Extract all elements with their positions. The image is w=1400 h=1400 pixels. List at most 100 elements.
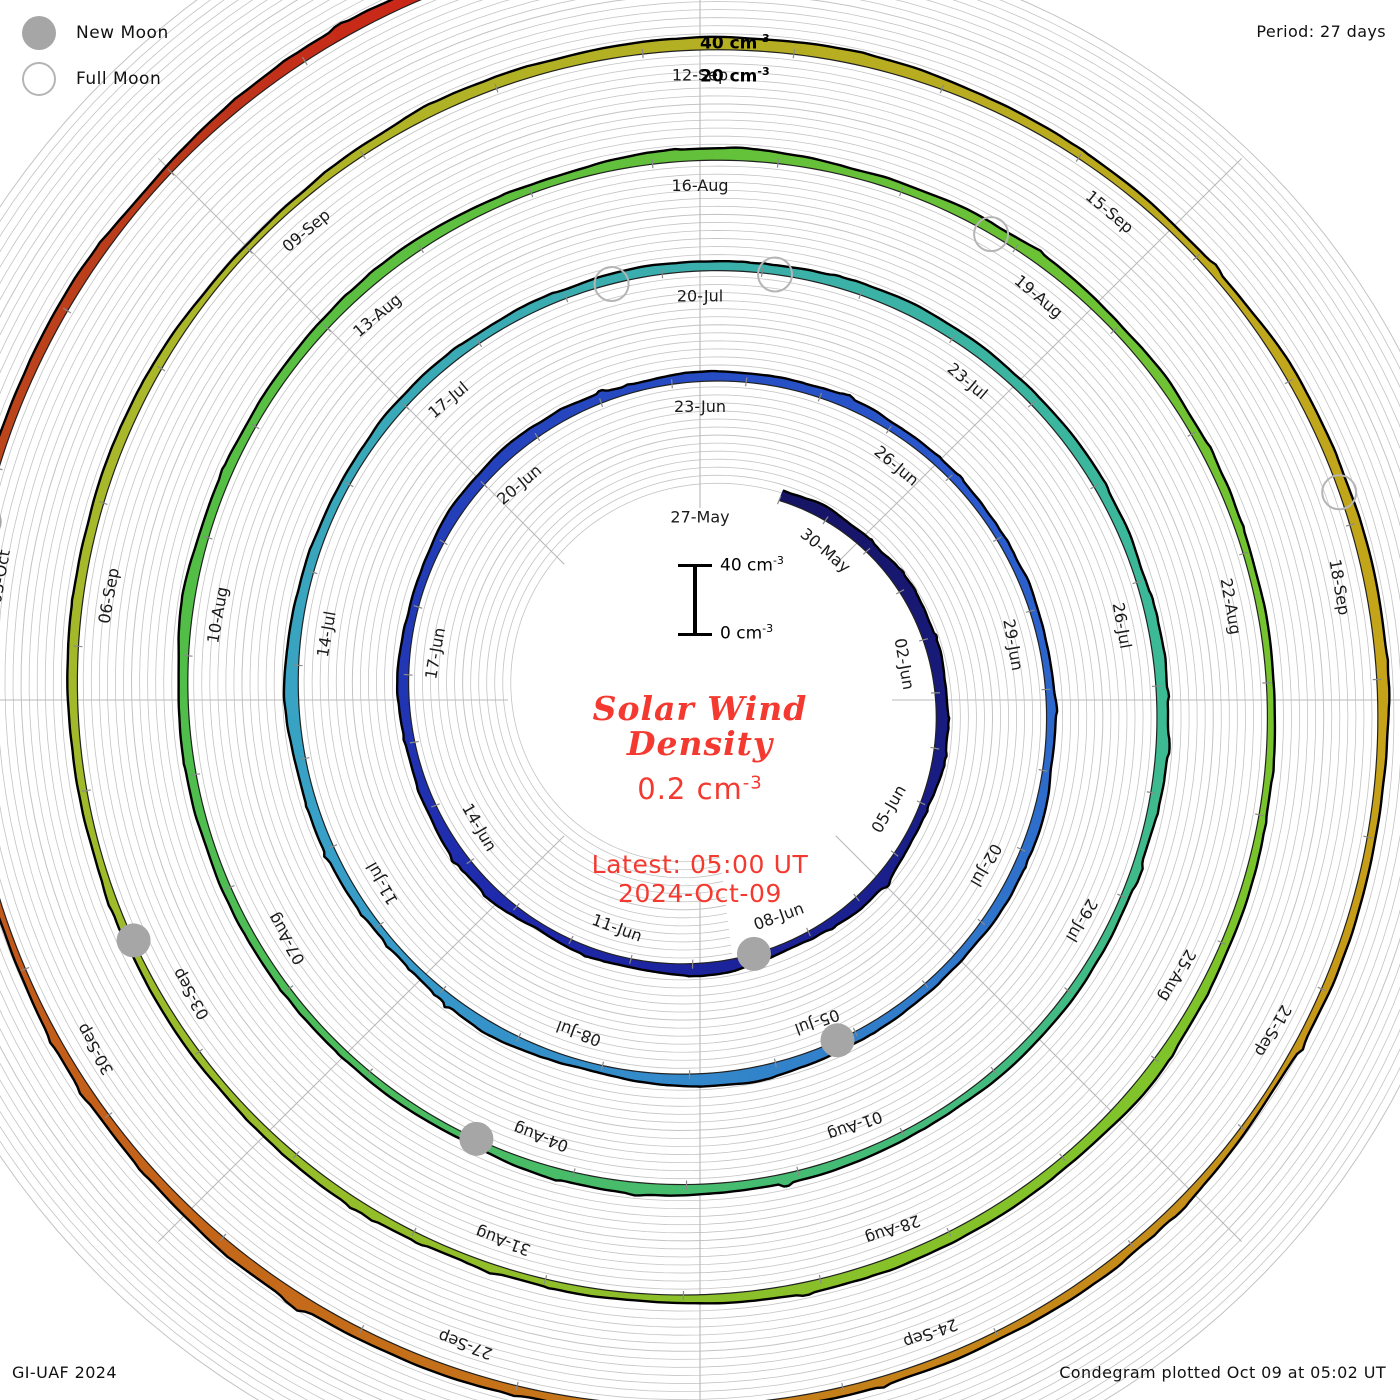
center-title-block: Solar Wind Density 0.2 cm-3 Latest: 05:0… (430, 691, 970, 909)
day-tick (219, 1233, 227, 1242)
outer-scale-20-value: 20 cm (700, 66, 758, 87)
day-tick (1064, 987, 1073, 994)
day-tick (81, 789, 91, 792)
day-tick (1239, 551, 1249, 556)
density-fill-segment (699, 261, 712, 272)
full-moon-icon (973, 216, 1010, 253)
day-tick (167, 168, 175, 176)
day-tick (993, 1327, 999, 1337)
date-label: 17-Jun (421, 626, 449, 681)
day-tick (990, 1066, 998, 1075)
density-fill-segment (671, 148, 687, 163)
day-tick (858, 290, 863, 299)
day-tick (1059, 1153, 1066, 1162)
density-fill-segment (699, 1072, 711, 1087)
day-tick (564, 293, 569, 303)
density-fill-segment (1374, 656, 1389, 675)
day-tick (776, 158, 780, 168)
date-label: 03-Oct (0, 548, 14, 605)
density-fill-segment (396, 688, 410, 697)
density-fill-segment (662, 1183, 676, 1196)
density-fill-segment (699, 1293, 716, 1304)
latest-timestamp: Latest: 05:00 UT 2024-Oct-09 (430, 850, 970, 909)
day-tick (921, 980, 929, 988)
date-label: 11-Jun (589, 910, 644, 946)
day-tick (572, 1168, 576, 1178)
density-fill-segment (692, 962, 701, 977)
legend-item-full-moon: Full Moon (22, 56, 282, 102)
moon-markers-layer (0, 216, 1358, 1156)
current-value: 0.2 cm-3 (430, 772, 970, 806)
day-tick (431, 803, 440, 808)
day-tick (292, 1150, 300, 1159)
day-tick (62, 307, 72, 314)
density-fill-segment (721, 260, 734, 272)
day-tick (817, 392, 823, 402)
density-fill-segment (933, 684, 947, 692)
current-value-number: 0.2 cm (637, 771, 743, 806)
day-tick (251, 423, 260, 430)
day-tick (466, 858, 475, 865)
day-tick (73, 645, 83, 648)
scale-bar-stem (693, 564, 697, 636)
day-tick (1237, 1123, 1246, 1131)
density-fill-segment (178, 666, 189, 681)
day-tick (1345, 523, 1355, 527)
day-tick (1027, 400, 1036, 408)
day-tick (899, 187, 904, 197)
density-fill-segment (283, 673, 299, 686)
density-fill-segment (718, 1071, 730, 1086)
credit-label: GI-UAF 2024 (12, 1363, 117, 1382)
day-tick (1363, 835, 1373, 839)
date-label: 14-Jul (313, 610, 340, 659)
date-label: 24-Sep (901, 1315, 960, 1352)
day-tick (1110, 327, 1118, 335)
date-label: 26-Jul (1109, 601, 1136, 650)
density-fill-segment (1156, 716, 1169, 730)
density-fill-segment (1155, 739, 1170, 754)
density-fill-segment (670, 1073, 682, 1087)
day-tick (670, 379, 673, 389)
day-tick (1117, 893, 1126, 899)
day-tick (949, 335, 956, 344)
day-tick (939, 84, 945, 94)
day-tick (0, 468, 3, 471)
center-scale-bar: 40 cm-3 0 cm-3 (668, 554, 868, 648)
day-tick (409, 740, 419, 744)
day-tick (402, 402, 410, 411)
new-moon-icon (0, 514, 2, 530)
day-tick (1146, 791, 1156, 795)
day-tick (1038, 768, 1048, 772)
density-fill-segment (649, 1183, 664, 1196)
day-tick (895, 589, 905, 595)
day-tick (1192, 253, 1201, 261)
outer-scale-40-exponent: -3 (757, 32, 770, 45)
density-fill-segment (1154, 670, 1167, 684)
date-label: 06-Sep (94, 566, 122, 625)
day-tick (293, 664, 303, 667)
date-label: 27-May (670, 508, 729, 527)
day-tick (899, 1127, 905, 1137)
date-label: 02-Jun (891, 637, 919, 692)
date-label: 23-Jun (674, 397, 726, 416)
outer-scale-40-value: 40 cm (700, 33, 758, 54)
day-tick (1025, 609, 1035, 613)
center-scale-bottom-exponent: -3 (762, 622, 774, 635)
day-tick (411, 1227, 417, 1237)
period-label: Period: 27 days (1256, 22, 1386, 41)
density-fill-segment (713, 147, 729, 161)
date-label: 01-Aug (825, 1107, 885, 1144)
day-tick (20, 966, 30, 972)
center-scale-bottom-label: 0 cm-3 (720, 622, 773, 644)
density-fill-segment (710, 260, 723, 271)
day-tick (796, 1166, 800, 1176)
day-tick (1012, 244, 1019, 253)
density-fill-segment (699, 962, 708, 977)
date-label: 16-Aug (671, 176, 728, 195)
